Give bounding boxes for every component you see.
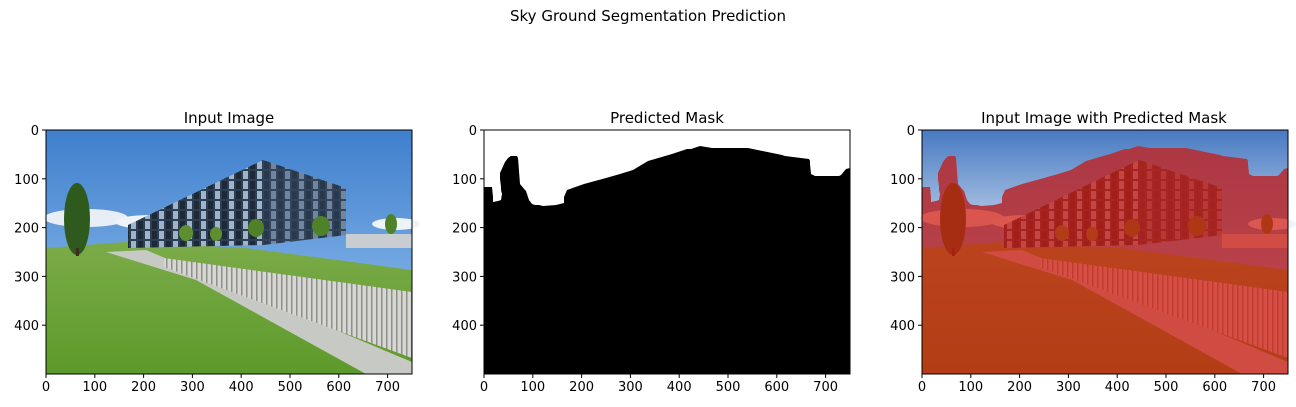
- x-tick-label: 700: [375, 380, 400, 395]
- y-tick-label: 0: [469, 124, 477, 139]
- x-tick-label: 100: [82, 380, 107, 395]
- y-tick-label: 100: [452, 173, 477, 188]
- panel-input-image: 0 100 200 300 400 500 600 700 0 100 200 300 400: [14, 124, 420, 395]
- x-tick-label: 500: [278, 380, 303, 395]
- panel-title-overlay: Input Image with Predicted Mask: [981, 109, 1227, 127]
- x-tick-label: 500: [716, 380, 741, 395]
- figure-title: Sky Ground Segmentation Prediction: [510, 7, 786, 25]
- x-tick-label: 200: [131, 380, 156, 395]
- y-tick-label: 200: [452, 222, 477, 237]
- x-tick-label: 0: [42, 380, 50, 395]
- x-tick-label: 400: [1105, 380, 1130, 395]
- x-tick-label: 500: [1154, 380, 1179, 395]
- x-tick-label: 0: [918, 380, 926, 395]
- axes-frame: [45, 129, 413, 375]
- y-tick-label: 300: [14, 270, 39, 285]
- input-image: [44, 130, 420, 374]
- x-tick-label: 200: [569, 380, 594, 395]
- y-tick-label: 200: [890, 222, 915, 237]
- x-tick-label: 200: [1007, 380, 1032, 395]
- x-tick-label: 700: [1251, 380, 1276, 395]
- y-tick-label: 100: [14, 173, 39, 188]
- y-tick-label: 400: [890, 319, 915, 334]
- panel-predicted-mask: 0 100 200 300 400 500 600 700 0 100 200 300 400: [452, 124, 851, 395]
- x-tick-label: 600: [326, 380, 351, 395]
- x-tick-label: 400: [667, 380, 692, 395]
- axes-frame: [921, 129, 1289, 375]
- x-tick-label: 300: [618, 380, 643, 395]
- x-tick-label: 600: [764, 380, 789, 395]
- panel-overlay: 0 100 200 300 400 500 600 700 0 100 200 300 400: [890, 124, 1296, 395]
- y-tick-label: 400: [452, 319, 477, 334]
- panel-title-predicted-mask: Predicted Mask: [610, 109, 724, 127]
- x-tick-label: 0: [480, 380, 488, 395]
- axes-frame: [483, 129, 851, 375]
- x-tick-label: 300: [180, 380, 205, 395]
- y-tick-label: 0: [31, 124, 39, 139]
- y-tick-label: 300: [890, 270, 915, 285]
- x-tick-label: 400: [229, 380, 254, 395]
- x-tick-label: 100: [958, 380, 983, 395]
- y-tick-label: 400: [14, 319, 39, 334]
- y-tick-label: 100: [890, 173, 915, 188]
- panel-title-input-image: Input Image: [184, 109, 275, 127]
- y-tick-label: 200: [14, 222, 39, 237]
- y-tick-label: 300: [452, 270, 477, 285]
- x-tick-label: 700: [813, 380, 838, 395]
- x-tick-label: 100: [520, 380, 545, 395]
- x-tick-label: 600: [1202, 380, 1227, 395]
- x-tick-label: 300: [1056, 380, 1081, 395]
- y-tick-label: 0: [907, 124, 915, 139]
